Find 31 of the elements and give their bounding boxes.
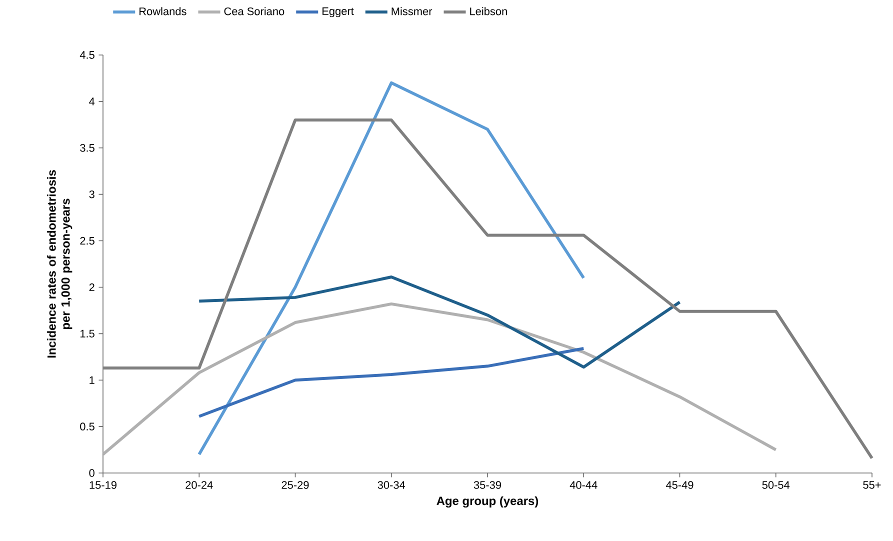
line-series (102, 302, 778, 456)
y-axis-title: Incidence rates of endometriosis per 1,000 person-years (47, 170, 72, 358)
legend-label: Leibson (470, 7, 507, 16)
legend-label: Cea Soriano (224, 7, 284, 16)
x-tick-label: 35-39 (474, 481, 501, 489)
legend-label: Eggert (322, 7, 354, 18)
x-axis-title: Age group (years) (436, 496, 538, 508)
x-tick-label: 45-49 (666, 481, 694, 489)
y-tick-label: 2.5 (80, 236, 94, 245)
line-series (198, 276, 682, 369)
y-tick-label: 2 (89, 283, 94, 292)
legend-label: Missmer (392, 7, 432, 16)
x-tick-label: 55+ (863, 481, 881, 489)
x-tick-label: 25-29 (282, 481, 309, 489)
y-tick-label: 0.5 (80, 422, 94, 430)
line-series (198, 347, 586, 418)
y-tick-label: 4.5 (80, 51, 94, 59)
x-tick-label: 20-24 (186, 481, 213, 489)
y-tick-label: 1.5 (80, 330, 94, 338)
x-tick-label: 40-44 (570, 481, 598, 489)
x-tick-label: 15-19 (90, 481, 116, 489)
line-series (198, 81, 586, 456)
legend-label: Rowlands (140, 7, 186, 16)
y-tick-label: 3 (89, 190, 94, 198)
y-tick-label: 4 (89, 98, 95, 106)
x-tick-label: 30-34 (378, 481, 406, 489)
y-tick-label: 1 (90, 376, 94, 384)
x-tick-label: 50-54 (762, 481, 790, 489)
line-series (102, 118, 874, 460)
y-tick-label: 3.5 (80, 144, 94, 152)
y-tick-label: 0 (89, 469, 94, 477)
